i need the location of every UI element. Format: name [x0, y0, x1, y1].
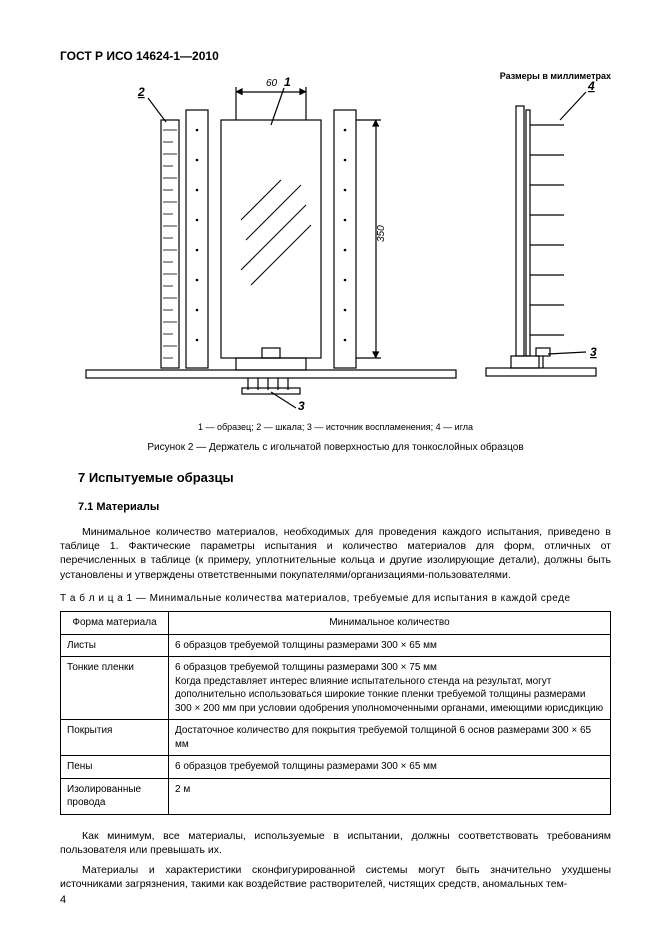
table-1: Форма материала Минимальное количество Л…	[60, 611, 611, 815]
dim-height: 350	[376, 225, 387, 242]
section-7-1-heading: 7.1 Материалы	[78, 500, 611, 515]
table-1-caption: Т а б л и ц а 1 — Минимальные количества…	[60, 592, 611, 606]
callout-3b: 3	[590, 345, 597, 359]
col-qty-header: Минимальное количество	[169, 612, 611, 635]
col-form-header: Форма материала	[61, 612, 169, 635]
cell-qty: Достаточное количество для покрытия треб…	[169, 720, 611, 756]
doc-header: ГОСТ Р ИСО 14624-1—2010	[60, 48, 611, 64]
callout-3a: 3	[298, 399, 305, 410]
para-7-1-1: Минимальное количество материалов, необх…	[60, 525, 611, 582]
table-row: Пены 6 образцов требуемой толщины размер…	[61, 756, 611, 779]
table-row: Изолированные провода 2 м	[61, 778, 611, 814]
callout-1: 1	[284, 75, 291, 89]
para-7-1-2: Как минимум, все материалы, используемые…	[60, 829, 611, 857]
cell-form: Пены	[61, 756, 169, 779]
table-row: Тонкие пленки 6 образцов требуемой толщи…	[61, 657, 611, 720]
cell-form: Покрытия	[61, 720, 169, 756]
figure-legend: 1 — образец; 2 — шкала; 3 — источник вос…	[60, 421, 611, 433]
figure-svg: 60 350 1 2 3	[66, 70, 606, 410]
para-7-1-3: Материалы и характеристики сконфигуриров…	[60, 863, 611, 891]
figure-caption: Рисунок 2 — Держатель с игольчатой повер…	[60, 441, 611, 455]
cell-form: Листы	[61, 634, 169, 657]
cell-qty: 6 образцов требуемой толщины размерами 3…	[169, 657, 611, 720]
cell-qty: 2 м	[169, 778, 611, 814]
section-7-heading: 7 Испытуемые образцы	[78, 469, 611, 487]
page-number: 4	[60, 893, 66, 908]
callout-2: 2	[137, 85, 145, 99]
cell-form: Изолированные провода	[61, 778, 169, 814]
table-row: Покрытия Достаточное количество для покр…	[61, 720, 611, 756]
figure-2: 60 350 1 2 3	[60, 70, 611, 454]
size-note: Размеры в миллиметрах	[500, 70, 611, 82]
cell-form: Тонкие пленки	[61, 657, 169, 720]
page: ГОСТ Р ИСО 14624-1—2010 Размеры в миллим…	[0, 0, 661, 936]
table-header-row: Форма материала Минимальное количество	[61, 612, 611, 635]
dim-width: 60	[266, 78, 278, 89]
table-row: Листы 6 образцов требуемой толщины разме…	[61, 634, 611, 657]
cell-qty: 6 образцов требуемой толщины размерами 3…	[169, 634, 611, 657]
cell-qty: 6 образцов требуемой толщины размерами 3…	[169, 756, 611, 779]
